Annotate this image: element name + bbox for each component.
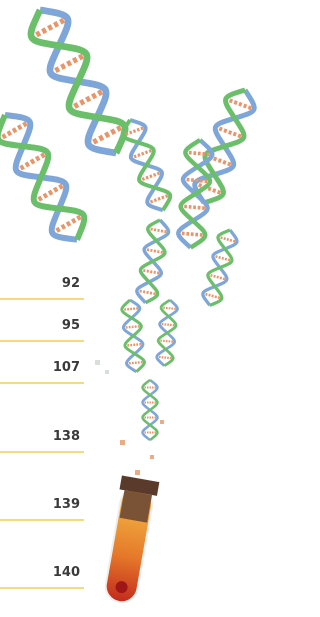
value-label: 95: [62, 318, 80, 333]
illustration: 92 95 107 138 139 140: [0, 0, 263, 617]
page: 92 95 107 138 139 140: [0, 0, 263, 617]
value-label: 139: [53, 497, 80, 512]
dna-helix: [156, 299, 178, 366]
value-label: 92: [62, 276, 80, 291]
dna-helix: [22, 0, 134, 162]
value-labels: 92 95 107 138 139 140: [0, 276, 84, 588]
dna-helix: [143, 380, 158, 440]
dna-helix: [121, 299, 145, 372]
value-label: 107: [53, 360, 80, 375]
dna-helix: [135, 218, 170, 304]
test-tube: [100, 476, 159, 606]
value-label: 140: [53, 565, 80, 580]
value-label: 138: [53, 429, 80, 444]
dna-helix: [177, 139, 213, 249]
dna-fragments: [95, 360, 164, 475]
dna-helix: [0, 106, 93, 249]
dna-helix: [200, 227, 239, 307]
